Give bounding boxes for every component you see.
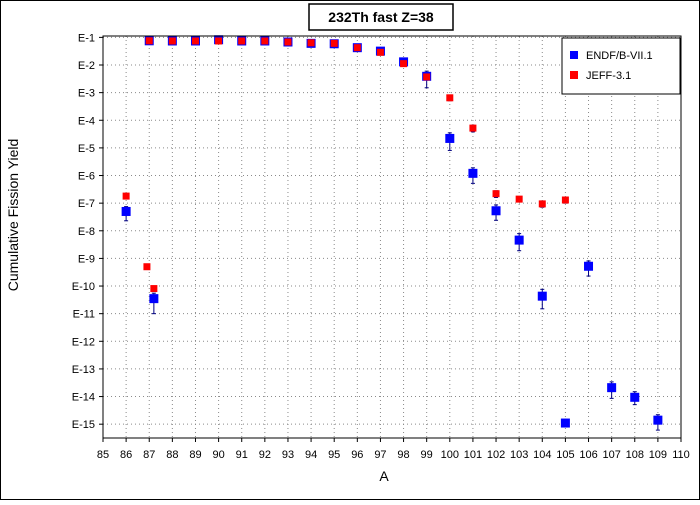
x-tick-label: 104 (533, 449, 551, 461)
x-tick-label: 107 (602, 449, 620, 461)
x-tick-label: 108 (626, 449, 644, 461)
data-point-endf (121, 206, 131, 216)
data-point-jeff (191, 37, 199, 45)
data-point-jeff (143, 263, 151, 271)
data-point-jeff (376, 48, 384, 56)
data-point-jeff (168, 37, 176, 45)
data-point-jeff (423, 73, 431, 81)
x-tick-label: 86 (120, 449, 132, 461)
data-point-jeff (215, 37, 223, 45)
axis-ticks: 85 86 87 88 89 90 91 92 93 94 95 96 97 98 99 100 101 102 1… (72, 32, 690, 461)
data-point-jeff (330, 39, 338, 47)
x-axis-label: A (379, 468, 389, 484)
y-tick-label: E-10 (72, 281, 95, 293)
x-tick-label: 105 (556, 449, 574, 461)
x-tick-label: 101 (464, 449, 482, 461)
x-tick-label: 88 (166, 449, 178, 461)
x-tick-label: 99 (421, 449, 433, 461)
x-tick-label: 102 (487, 449, 505, 461)
x-tick-label: 100 (441, 449, 459, 461)
y-tick-label: E-5 (78, 143, 95, 155)
x-tick-label: 106 (579, 449, 597, 461)
data-point-endf (630, 392, 640, 402)
y-tick-label: E-6 (78, 171, 95, 183)
y-tick-label: E-3 (78, 88, 95, 100)
legend-label-endf: ENDF/B-VII.1 (586, 50, 653, 62)
x-tick-label: 93 (282, 449, 294, 461)
data-point-jeff (561, 196, 569, 204)
y-tick-label: E-12 (72, 336, 95, 348)
x-tick-label: 87 (143, 449, 155, 461)
data-point-jeff (261, 37, 269, 45)
x-tick-label: 98 (397, 449, 409, 461)
x-tick-label: 109 (649, 449, 667, 461)
data-markers (121, 35, 663, 428)
y-tick-label: E-11 (73, 309, 95, 321)
data-point-endf (560, 418, 570, 428)
y-tick-label: E-15 (72, 419, 95, 431)
data-point-jeff (307, 39, 315, 47)
y-tick-label: E-1 (78, 32, 95, 44)
x-tick-label: 95 (328, 449, 340, 461)
data-point-endf (491, 206, 501, 216)
data-point-endf (445, 133, 455, 143)
data-point-jeff (238, 37, 246, 45)
y-tick-label: E-9 (78, 253, 95, 265)
data-point-jeff (122, 192, 130, 200)
y-axis-label: Cumulative Fission Yield (5, 139, 21, 292)
x-tick-label: 97 (374, 449, 386, 461)
legend: ENDF/B-VII.1 JEFF-3.1 (561, 37, 681, 95)
x-tick-label: 103 (510, 449, 528, 461)
y-tick-label: E-2 (78, 60, 95, 72)
y-tick-label: E-4 (78, 115, 95, 127)
x-tick-label: 85 (97, 449, 109, 461)
chart-title-box: 232Th fast Z=38 (308, 3, 454, 31)
legend-label-jeff: JEFF-3.1 (586, 70, 631, 82)
y-tick-label: E-13 (72, 364, 95, 376)
data-point-endf (514, 235, 524, 245)
data-point-jeff (150, 285, 158, 293)
x-tick-label: 89 (189, 449, 201, 461)
x-tick-label: 96 (351, 449, 363, 461)
data-point-endf (607, 383, 617, 393)
data-point-endf (584, 261, 594, 271)
data-point-endf (468, 168, 478, 178)
data-point-endf (149, 294, 159, 304)
data-point-jeff (446, 94, 454, 102)
x-tick-label: 92 (259, 449, 271, 461)
data-point-jeff (538, 200, 546, 208)
legend-marker-endf (570, 51, 578, 59)
data-point-endf (537, 291, 547, 301)
data-point-jeff (353, 44, 361, 52)
chart-title: 232Th fast Z=38 (328, 9, 434, 25)
data-point-jeff (145, 37, 153, 45)
y-tick-label: E-14 (72, 392, 95, 404)
data-point-jeff (400, 60, 408, 68)
data-point-jeff (284, 38, 292, 46)
x-tick-label: 94 (305, 449, 317, 461)
data-point-endf (653, 415, 663, 425)
legend-marker-jeff (570, 71, 578, 79)
x-tick-label: 90 (212, 449, 224, 461)
data-point-jeff (515, 195, 523, 203)
y-tick-label: E-8 (78, 226, 95, 238)
plot-frame (102, 35, 682, 439)
data-point-jeff (492, 190, 500, 198)
x-tick-label: 91 (236, 449, 248, 461)
y-tick-label: E-7 (78, 198, 95, 210)
data-point-jeff (469, 124, 477, 132)
x-tick-label: 110 (672, 449, 690, 461)
